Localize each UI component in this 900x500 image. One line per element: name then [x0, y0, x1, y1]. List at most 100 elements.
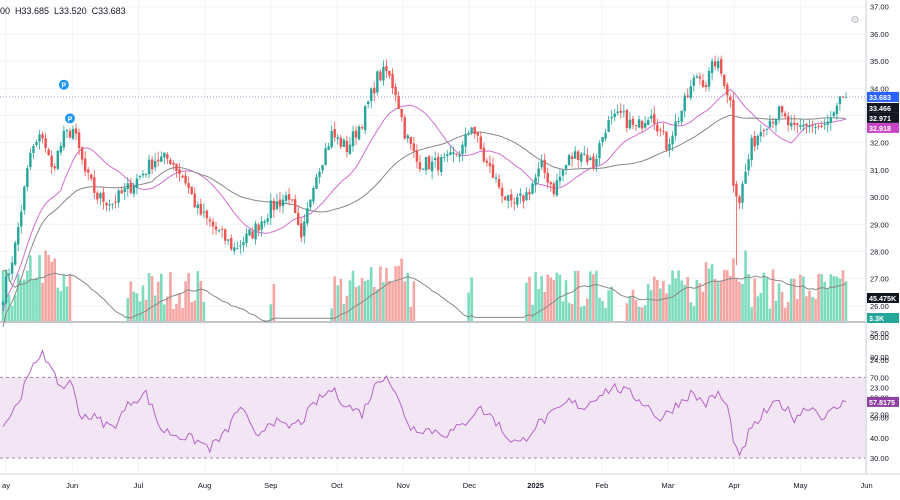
volume-bar — [820, 274, 823, 321]
candle-body — [814, 126, 817, 128]
candle — [315, 173, 318, 189]
rsi-band — [0, 377, 866, 458]
volume-bar — [26, 270, 29, 321]
candle — [796, 122, 799, 134]
dividend-marker-icon[interactable]: P — [58, 79, 69, 90]
volume-bar — [634, 299, 638, 321]
candle — [476, 132, 479, 143]
candle — [811, 120, 814, 134]
candle-body — [637, 119, 641, 128]
moving-averages — [2, 88, 847, 328]
volume-bar — [637, 306, 641, 321]
ma-fast-line — [2, 88, 847, 313]
price-tick-label: 36.00 — [870, 30, 889, 39]
volume-bar — [68, 274, 72, 321]
candle-body — [491, 164, 495, 178]
candle-body — [598, 143, 601, 159]
candle — [668, 137, 671, 158]
candle — [750, 134, 753, 167]
volume-bar — [129, 281, 133, 321]
volume-bar — [631, 289, 635, 321]
volume-bar — [713, 279, 717, 321]
candle — [570, 152, 574, 168]
time-tick-label: Sep — [264, 481, 277, 490]
candle — [625, 109, 629, 133]
candle-body — [342, 139, 346, 148]
candle-body — [187, 183, 190, 188]
candle — [175, 163, 178, 178]
candle-body — [178, 169, 181, 175]
candle — [537, 161, 540, 184]
candle-body — [716, 61, 720, 69]
candle — [105, 202, 108, 212]
candle — [604, 128, 607, 142]
candle — [93, 169, 96, 199]
candle-body — [482, 147, 486, 162]
candle-body — [172, 162, 175, 165]
volume-bar — [765, 277, 769, 321]
volume-bar — [719, 280, 723, 321]
candle-body — [634, 125, 638, 127]
gear-icon[interactable]: ⚙ — [850, 15, 860, 26]
candle — [552, 181, 556, 197]
candle — [692, 74, 696, 92]
candle-body — [558, 176, 562, 182]
candle-body — [297, 212, 300, 226]
volume-bar — [558, 274, 562, 321]
candle-body — [802, 124, 805, 127]
candle — [412, 136, 416, 159]
volume-bar — [528, 276, 531, 321]
candle — [829, 110, 832, 131]
volume-bar — [680, 280, 683, 321]
candle — [290, 199, 294, 203]
candle — [35, 139, 38, 148]
candle-body — [391, 73, 394, 89]
candle — [348, 136, 352, 155]
volume-bar — [789, 278, 793, 321]
candle — [713, 55, 717, 71]
candle-body — [780, 105, 784, 113]
volume-bar — [665, 293, 668, 321]
candle — [102, 187, 105, 210]
volume-bar — [604, 307, 607, 321]
candle-body — [141, 173, 145, 176]
candle-body — [263, 221, 266, 223]
candle-body — [519, 193, 522, 196]
candles — [1, 55, 848, 311]
volume-bar — [65, 286, 69, 321]
candle-body — [193, 193, 196, 208]
volume-bar — [187, 273, 190, 321]
volume-bar — [56, 287, 60, 321]
time-tick-label: Mar — [662, 481, 675, 490]
volume-bar — [729, 275, 732, 321]
candle-body — [500, 187, 504, 197]
volume-bar — [610, 286, 613, 321]
volume-bar — [628, 296, 632, 321]
price-tick-label: 26.00 — [870, 302, 889, 311]
volume-bar — [35, 277, 38, 321]
volume-bar — [531, 304, 534, 321]
candle-body — [805, 123, 808, 126]
candle-body — [829, 117, 832, 123]
dividend-marker-icon[interactable]: P — [64, 113, 75, 124]
candle-body — [741, 184, 744, 203]
rsi-path — [2, 348, 847, 457]
volume-bar — [147, 273, 151, 321]
candle-body — [427, 156, 431, 170]
candle-body — [144, 173, 148, 175]
volume-bar — [771, 269, 775, 321]
candle — [564, 164, 568, 175]
candle — [187, 176, 190, 194]
candle — [844, 92, 848, 98]
volume-bar — [561, 301, 565, 321]
candle — [817, 123, 820, 130]
volume-bar — [144, 299, 148, 321]
price-tick-label: 37.00 — [870, 3, 889, 12]
ma-slow-label: 33.466 — [867, 102, 899, 113]
candle — [68, 128, 72, 139]
time-tick-label: ay — [2, 481, 10, 490]
candle — [710, 57, 714, 81]
candle — [147, 154, 151, 179]
